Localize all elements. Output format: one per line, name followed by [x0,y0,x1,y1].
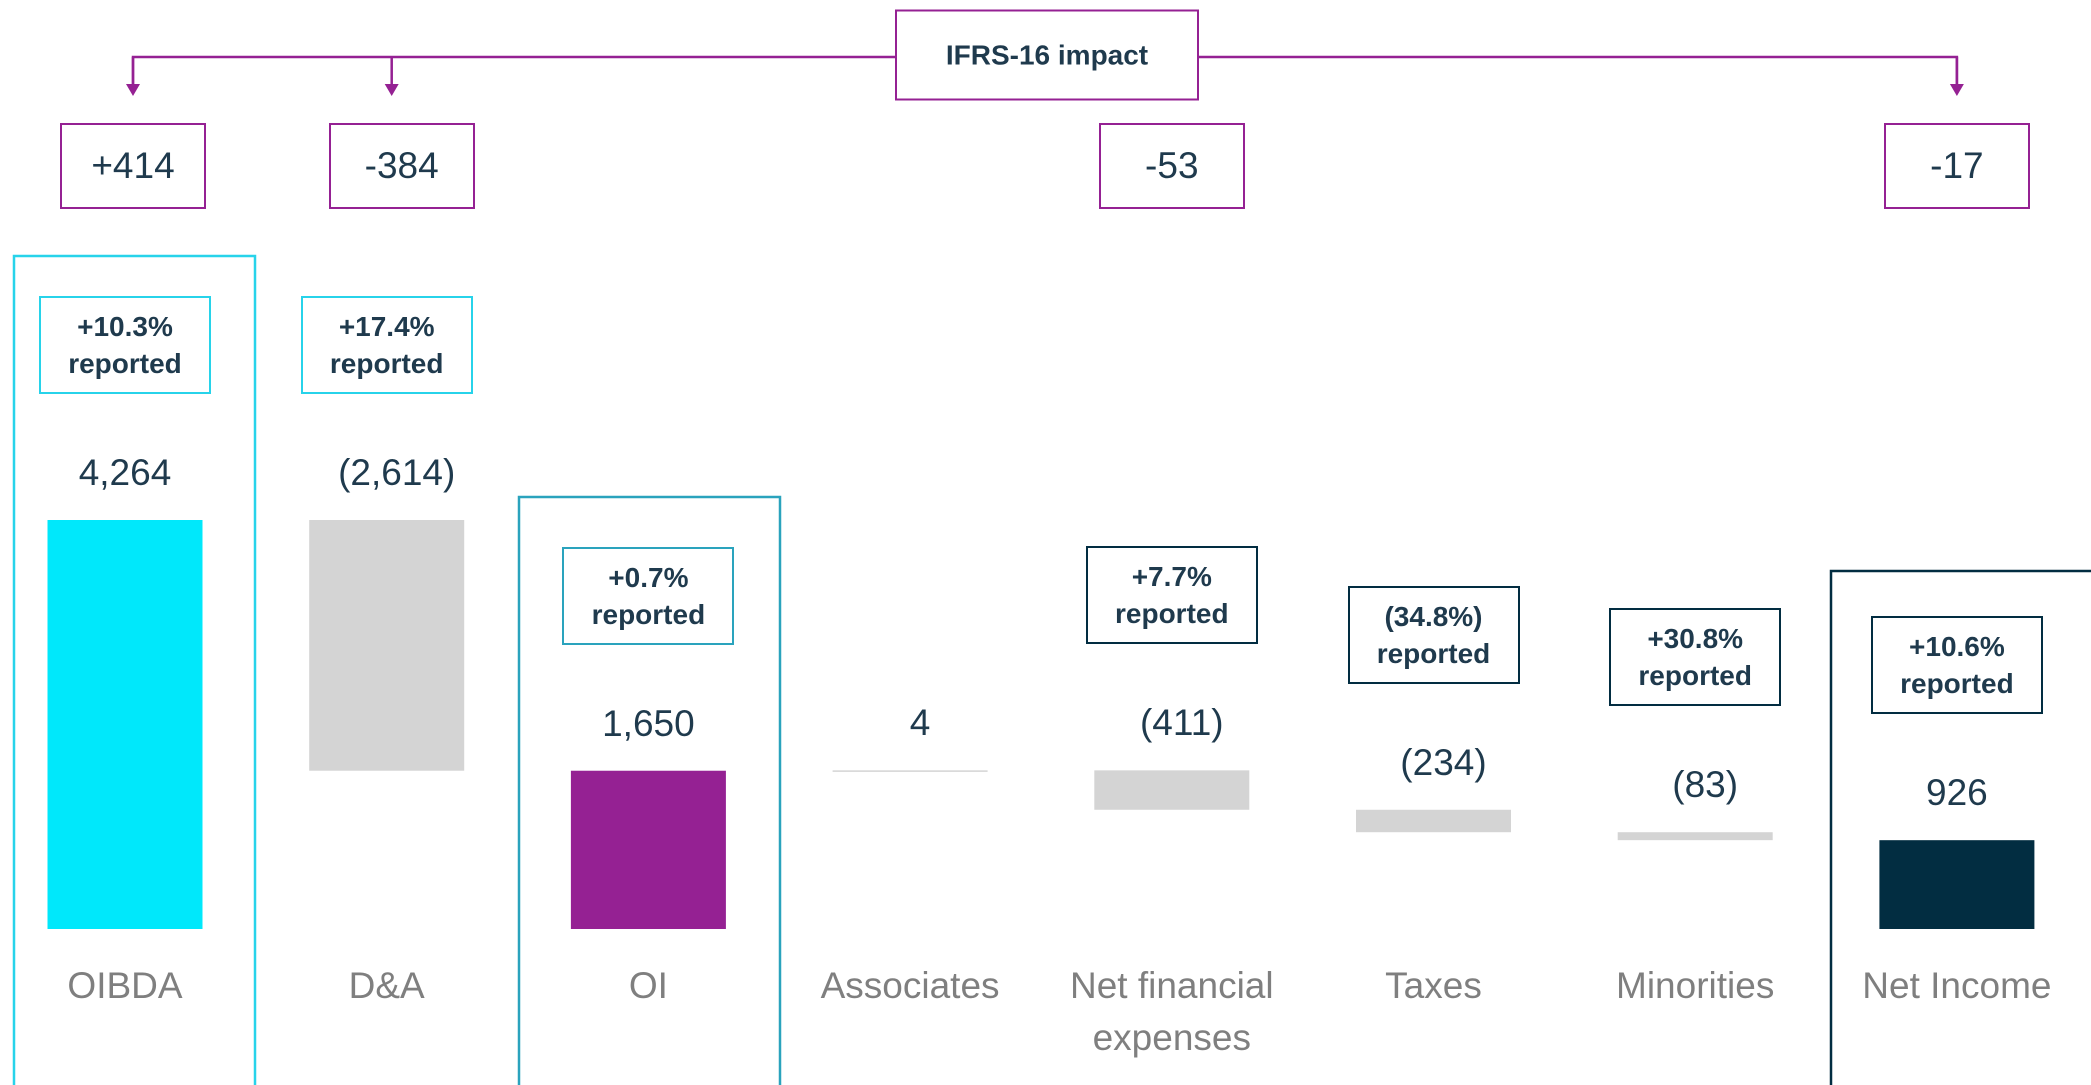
category-label: Net financial expenses [1069,965,1274,1058]
value-label: 1,650 [602,702,695,744]
impact-arrow-head [1949,84,1964,96]
bar [1094,770,1250,810]
oibda-frame [12,254,257,1085]
bar [47,520,203,929]
impact-arrow-head [126,84,140,96]
bar [309,520,465,771]
net-income-frame [1829,569,2091,1085]
impact-box: -53 [1098,123,1245,209]
bar [570,770,726,929]
value-label: (2,614) [338,452,456,493]
impact-title: IFRS-16 impact [895,9,1199,101]
bar [1879,840,2035,929]
bar [1617,832,1773,841]
category-label: D&A [348,965,425,1006]
category-label: Taxes [1385,965,1482,1006]
growth-box: (34.8%) reported [1347,585,1520,684]
growth-box: +10.6% reported [1870,616,2043,715]
value-label: 926 [1926,772,1988,814]
bar [832,770,988,772]
value-label: (234) [1400,741,1487,783]
growth-box: +17.4% reported [300,296,473,394]
bar [1356,809,1511,833]
oi-frame [517,495,782,1085]
category-label: OI [628,965,668,1006]
impact-box: -384 [328,123,475,209]
category-label: OIBDA [67,965,183,1006]
impact-box: -17 [1883,123,2030,209]
category-label: Net Income [1862,965,2052,1006]
category-label: Minorities [1616,965,1775,1006]
growth-box: +30.8% reported [1609,608,1782,707]
impact-box: +414 [60,123,206,209]
value-label: 4 [909,702,931,744]
growth-box: +0.7% reported [562,546,735,645]
category-label: Associates [820,965,1000,1006]
value-label: (411) [1139,702,1224,744]
growth-box: +10.3% reported [39,296,211,394]
growth-box: +7.7% reported [1085,546,1258,645]
value-label: (83) [1672,764,1739,806]
impact-arrow-head [384,84,399,96]
value-label: 4,264 [78,452,172,493]
